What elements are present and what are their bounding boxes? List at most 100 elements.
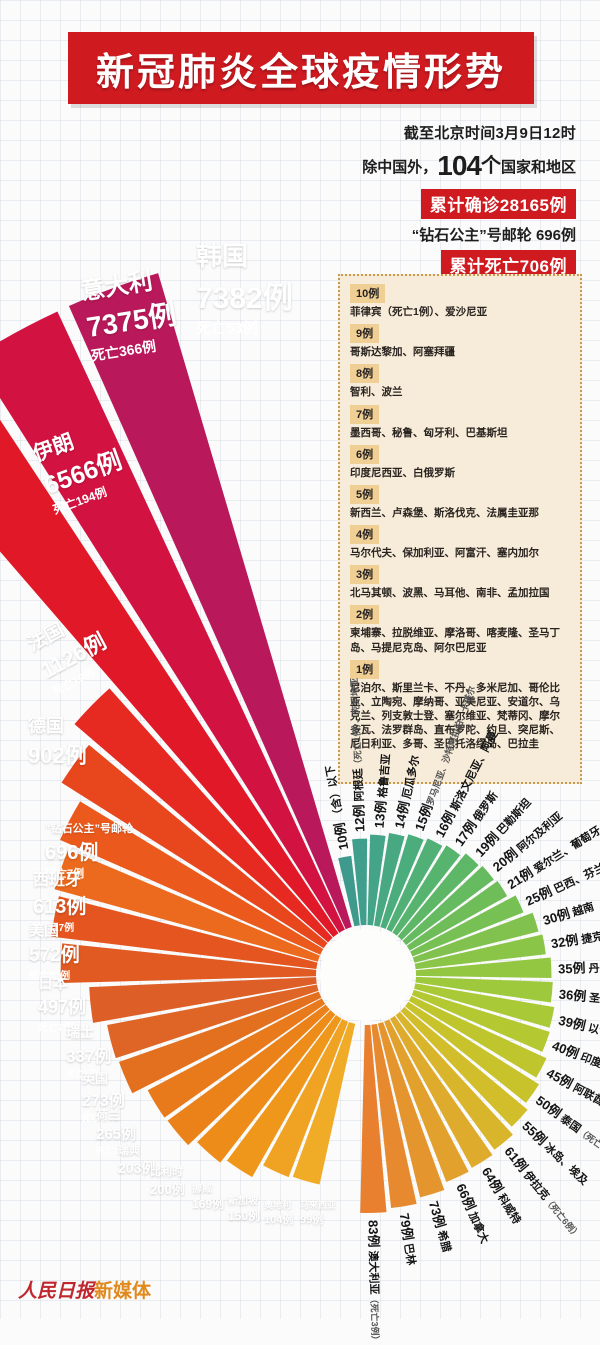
country-bar-label: 挪威 169例 [192,1180,224,1212]
country-bar-label: 美国 572例死亡21例 [29,919,80,982]
ring-case-count: 79例 [396,1212,416,1242]
ring-case-count: 35例 [558,959,587,976]
country-deaths: 死亡7例 [38,1023,74,1034]
bar-wedge-日本 [60,943,317,983]
countries-suffix: 国家和地区 [500,159,576,176]
cruise-line: “钻石公主”号邮轮 696例 [411,227,576,244]
country-deaths: 死亡2例 [66,1069,99,1079]
ring-country-note: （死亡3例） [368,1294,380,1345]
country-cases: 203例 [118,1160,156,1176]
legend-country-list: 智利、波兰 [350,386,403,399]
ring-country-note: （死亡1例）、克罗地亚 [349,677,364,769]
fan-wedge-36例 [415,976,553,1003]
legend-country-list: 马尔代夫、保加利亚、阿富汗、塞内加尔 [350,547,539,560]
country-name: 英国 [82,1071,109,1086]
fan-wedge-21例 [406,880,508,951]
countries-count: 104 [437,150,482,181]
bar-wedge-瑞士 [89,977,317,1023]
country-bar-label: 韩国 7382例死亡53例 [196,236,293,338]
legend-country-list: 哥斯达黎加、阿塞拜疆 [350,346,455,359]
bar-wedge-奥地利 [263,1018,349,1178]
country-name: 瑞士 [66,1024,94,1040]
legend-count-tag: 4例 [350,525,380,545]
country-deaths: 死亡21例 [29,971,71,982]
country-name: 西班牙 [33,872,82,889]
country-bar-label: 比利时 200例 [150,1163,185,1198]
fan-wedge-40例 [411,989,550,1052]
country-cases: 696例 [45,842,99,864]
fan-wedge-12例 [352,838,368,926]
country-deaths: 死亡53例 [196,320,258,337]
ring-case-count: 13例 [371,800,390,829]
fan-wedge-61例 [395,1011,513,1150]
bar-wedge-“钻石公主”号邮轮 [60,801,324,955]
country-cases: 572例 [29,945,80,966]
country-cases: 7382例 [196,282,293,315]
country-bar-label: 马来西亚 99例 [300,1198,336,1227]
fan-wedge-30例 [412,912,539,963]
legend-count-tag: 3例 [350,565,380,585]
country-cases: 99例 [300,1214,324,1226]
ring-country-name: 巴林 [401,1239,417,1267]
legend-country-list: 新西兰、卢森堡、斯洛伐克、法属圭亚那 [350,506,539,519]
fan-wedge-55例 [400,1007,528,1127]
country-name: 德国 [28,716,64,736]
fan-wedge-79例 [371,1023,417,1209]
asof-timestamp: 截至北京时间3月9日12时 [403,125,576,142]
country-bar-label: 瑞典 203例 [118,1142,155,1178]
legend-group: 7例墨西哥、秘鲁、匈牙利、巴基斯坦 [350,404,570,440]
page-title-text: 新冠肺炎全球疫情形势 [95,51,506,94]
legend-count-tag: 9例 [350,324,380,344]
country-name: 美国 [29,922,60,939]
legend-country-list: 北马其顿、波黑、马耳他、南非、孟加拉国 [350,587,550,600]
ring-case-count: 83例 [365,1219,381,1248]
fan-wedge-83例 [360,1024,387,1213]
country-cases: 273例 [82,1093,125,1110]
country-cases: 337例 [66,1047,112,1066]
legend-count-tag: 7例 [350,404,380,424]
country-cases: 169例 [192,1197,225,1211]
country-name: 奥地利 [264,1200,292,1210]
country-deaths: 死亡3例 [82,1113,115,1123]
country-name: 瑞典 [118,1145,140,1157]
country-bar-label: 日本 497例 死亡7例 [38,972,86,1034]
country-bar-label: 新加坡 150例 [228,1192,260,1224]
country-bar-label: “钻石公主”号邮轮 696例 死亡7例 [45,820,133,881]
ring-country-name: 阿根廷 [352,767,367,805]
fan-wedge-16例 [386,838,443,932]
country-cases: 902例 [28,743,87,768]
legend-group: 3例北马其顿、波黑、马耳他、南非、孟加拉国 [350,565,570,600]
country-name: 挪威 [192,1184,212,1195]
ring-case-count: 12例 [351,803,368,833]
country-bar-label: 瑞士 337例死亡2例 [66,1022,111,1080]
country-cases: 104例 [264,1214,294,1226]
country-name: 韩国 [196,241,249,271]
country-cases: 265例 [96,1126,137,1143]
fan-wedge-10例 [338,855,360,927]
country-cases: 497例 [38,997,87,1017]
bar-wedge-瑞典 [147,998,326,1118]
page-title: 新冠肺炎全球疫情形势 [68,32,534,104]
confirmed-badge: 累计确诊28165例 [420,189,576,219]
fan-wedge-39例 [414,983,555,1028]
legend-group: 10例 菲律宾（死亡1例）、爱沙尼亚 [350,284,570,319]
legend-group: 2例 柬埔寨、拉脱维亚、摩洛哥、喀麦隆、圣马丁岛、马提尼克岛、阿尔巴尼亚 [350,605,570,654]
header-stats: 截至北京时间3月9日12时 除中国外，104个国家和地区 累计确诊28165例 … [246,122,576,285]
ring-country-name: 丹麦 [588,961,600,975]
country-cases: 150例 [228,1209,261,1223]
country-name: 马来西亚 [300,1200,337,1210]
fan-wedge-35例 [415,957,552,979]
legend-country-list: 尼泊尔、斯里兰卡、不丹、多米尼加、哥伦比亚、立陶宛、摩纳哥、亚美尼亚、安道尔、乌… [350,681,560,751]
fan-wedge-20例 [402,866,494,946]
legend-country-list: 墨西哥、秘鲁、匈牙利、巴基斯坦 [350,426,508,439]
bar-wedge-西班牙 [54,849,320,962]
country-deaths: 死亡17例 [33,923,75,934]
brand-paper: 人民日报 [18,1281,95,1302]
legend-group: 6例 印度尼西亚、白俄罗斯 [350,444,570,480]
bar-wedge-英国 [107,984,319,1059]
country-bar-label: 德国 902例 [28,712,87,770]
fan-wedge-45例 [408,995,547,1078]
ring-case-count: 36例 [558,986,587,1004]
bar-wedge-马来西亚 [292,1022,356,1185]
